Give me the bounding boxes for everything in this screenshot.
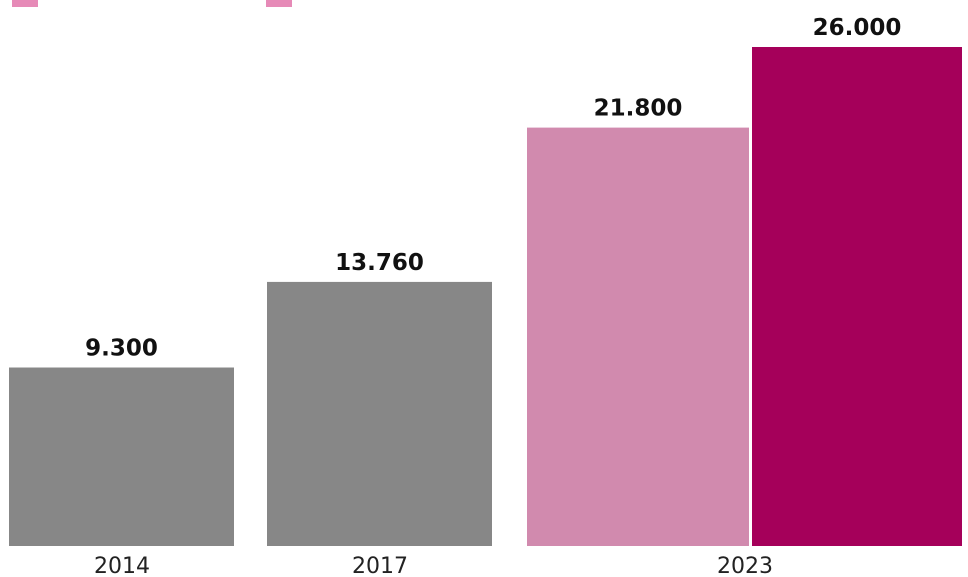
value-label-4: 26.000 [813, 15, 902, 41]
bar-2023-b [752, 47, 962, 546]
value-labels: 9.300 13.760 21.800 26.000 [85, 15, 901, 362]
bars [9, 47, 962, 546]
bar-2023-a [527, 127, 749, 546]
tick-label-2017: 2017 [352, 554, 408, 577]
x-axis-tick-labels: 2014 2017 2023 [94, 554, 773, 577]
legend-swatch-2 [266, 0, 292, 7]
value-label-2: 13.760 [335, 250, 424, 276]
tick-label-2014: 2014 [94, 554, 150, 577]
bar-2017 [267, 281, 492, 546]
value-label-3: 21.800 [594, 96, 683, 122]
legend [12, 0, 292, 7]
legend-swatch-1 [12, 0, 38, 7]
value-label-1: 9.300 [85, 336, 158, 362]
bar-2014 [9, 367, 234, 546]
tick-label-2023: 2023 [717, 554, 773, 577]
